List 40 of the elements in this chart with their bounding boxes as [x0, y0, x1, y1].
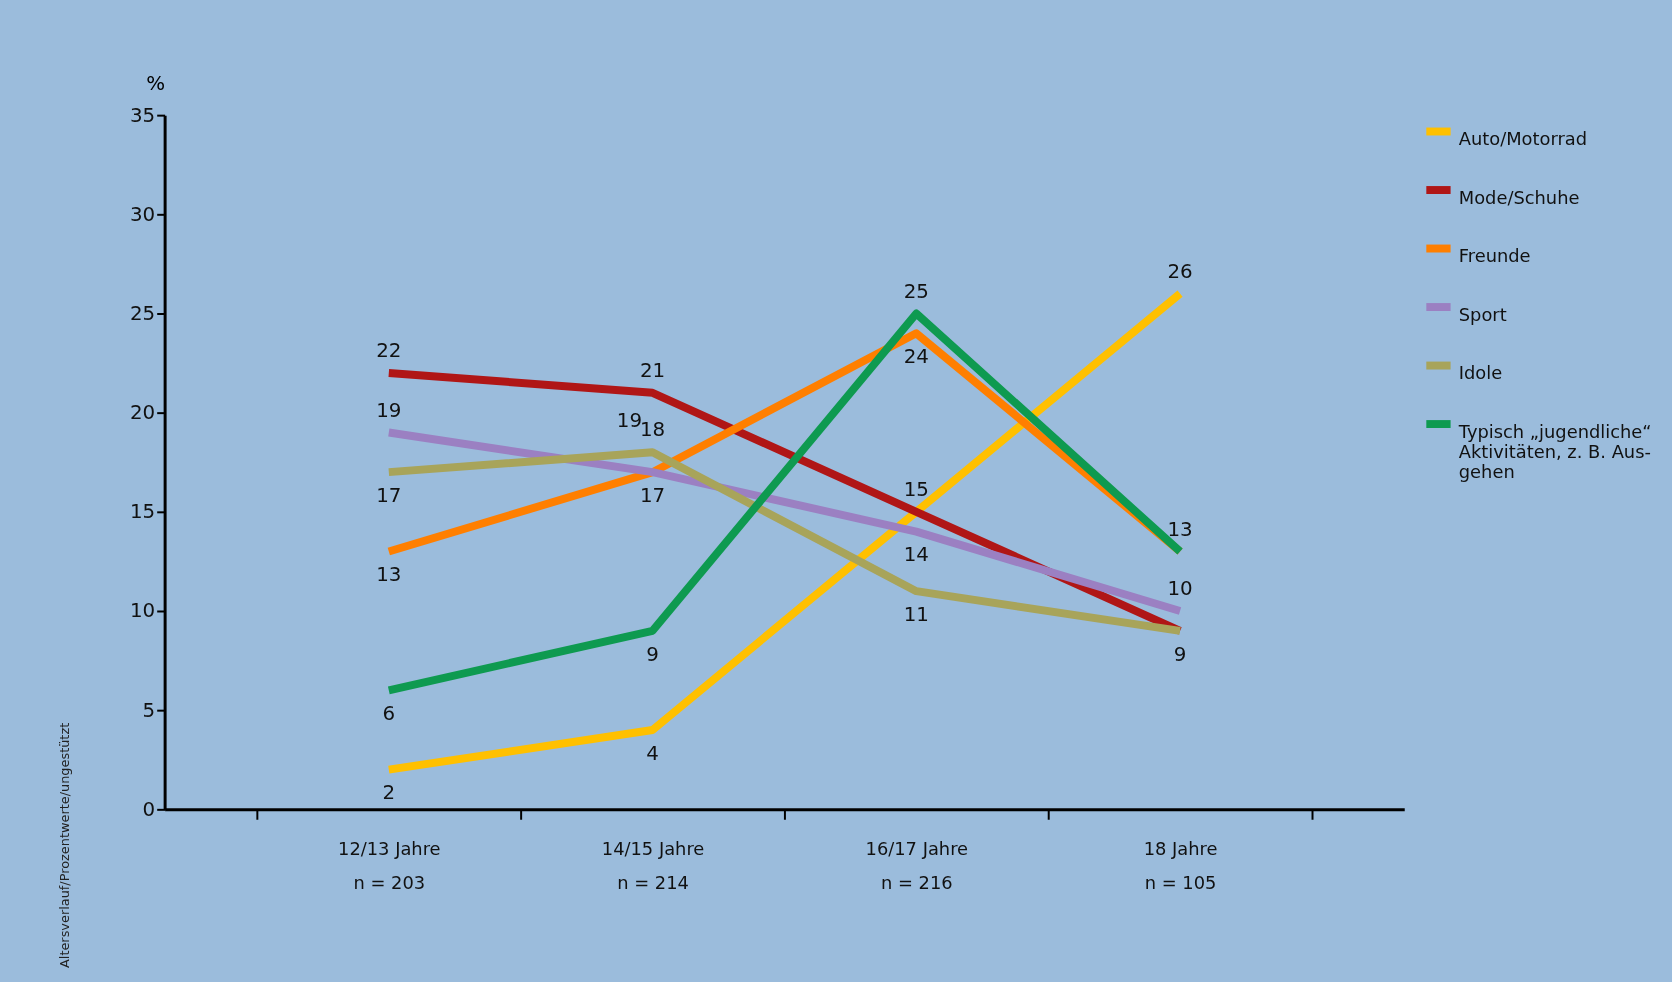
data-label: 9: [1173, 642, 1187, 666]
data-label: 13: [1167, 517, 1193, 541]
legend-label: Sport: [1458, 303, 1507, 325]
data-label: 21: [639, 358, 666, 382]
y-tick-label: 25: [129, 301, 156, 325]
data-label: 13: [376, 563, 402, 587]
x-tick-label: 18 Jahre n = 105: [1143, 838, 1218, 894]
data-label: 26: [1167, 259, 1193, 283]
data-label: 22: [376, 339, 402, 363]
data-label: 9: [646, 642, 659, 666]
y-tick-label: 30: [129, 202, 156, 226]
y-tick-label: 10: [129, 599, 156, 623]
legend-label: Auto/Motorrad: [1458, 128, 1588, 150]
legend-label: Typisch „jugendliche“ Aktivitäten, z. B. Aus- gehen: [1457, 420, 1652, 482]
x-tick-label: 12/13 Jahre n = 203: [338, 838, 441, 894]
y-tick-label: 35: [129, 103, 156, 127]
data-label: 14: [903, 543, 929, 567]
x-tick-label: 14/15 Jahre n = 214: [601, 838, 705, 894]
annotation: 19: [616, 408, 643, 432]
y-tick-label: 15: [129, 500, 156, 524]
data-label: 24: [903, 345, 929, 369]
data-label: 6: [382, 702, 396, 726]
data-label: 11: [903, 602, 929, 626]
text: Altersverlauf/Prozentwerte/ungestützt: [57, 722, 73, 969]
x-tick-label: 16/17 Jahre n = 216: [865, 838, 969, 894]
y-tick-label: 0: [142, 797, 156, 821]
data-label: 15: [903, 477, 929, 501]
data-label: 17: [639, 483, 666, 507]
legend-label: Idole: [1458, 362, 1503, 384]
data-label: 17: [376, 483, 402, 507]
y-tick-label: 20: [129, 401, 156, 425]
data-label: 25: [903, 279, 929, 303]
data-label: 2: [382, 781, 396, 805]
y-axis-title: %: [146, 71, 166, 95]
data-label: 19: [376, 398, 402, 422]
y-tick-label: 5: [142, 698, 156, 722]
legend-label: Mode/Schuhe: [1458, 186, 1580, 208]
legend-label: Freunde: [1458, 245, 1531, 267]
data-label: 10: [1167, 577, 1193, 601]
data-label: 4: [646, 741, 659, 765]
